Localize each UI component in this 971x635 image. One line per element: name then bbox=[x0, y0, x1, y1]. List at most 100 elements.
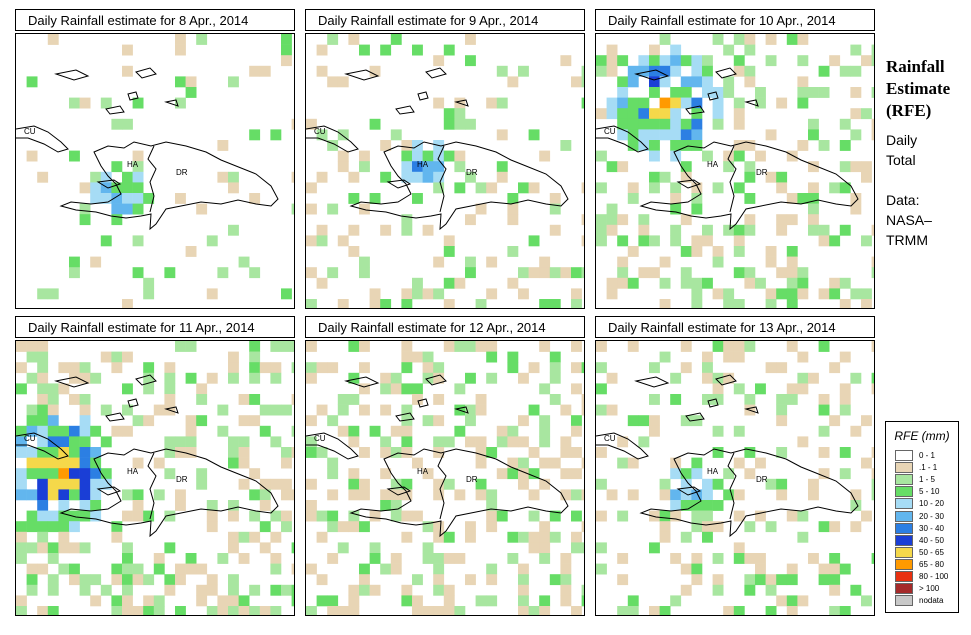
rain-cell bbox=[818, 341, 830, 352]
rain-cell bbox=[433, 553, 445, 564]
rain-cell bbox=[627, 182, 639, 194]
rain-cell bbox=[291, 171, 294, 183]
rain-cell bbox=[786, 246, 798, 257]
rain-cell bbox=[617, 457, 629, 469]
rain-cell bbox=[560, 404, 572, 416]
rain-cell bbox=[465, 118, 476, 130]
rain-cell bbox=[316, 224, 328, 236]
rain-cell bbox=[776, 214, 788, 226]
rain-cell bbox=[100, 468, 112, 480]
coastline bbox=[59, 448, 279, 538]
rain-cell bbox=[401, 214, 413, 226]
panel-title: Daily Rainfall estimate for 12 Apr., 201… bbox=[305, 316, 585, 338]
rain-cell bbox=[348, 171, 360, 183]
rain-cell bbox=[744, 76, 756, 88]
rain-cell bbox=[560, 140, 572, 151]
rain-cell bbox=[659, 97, 671, 109]
rain-cell bbox=[79, 574, 91, 586]
rain-cell bbox=[670, 108, 682, 120]
rain-cell bbox=[26, 542, 38, 554]
rain-cell bbox=[765, 606, 777, 615]
rain-cell bbox=[26, 521, 38, 533]
rain-cell bbox=[839, 563, 851, 575]
rain-cell bbox=[712, 118, 724, 130]
rainfall-map: CU HA DR bbox=[305, 33, 585, 309]
rain-cell bbox=[680, 500, 692, 511]
rain-cell bbox=[281, 489, 292, 501]
rain-cell bbox=[16, 447, 27, 458]
rain-cell bbox=[164, 574, 176, 586]
rain-cell bbox=[58, 468, 70, 480]
rain-cell bbox=[37, 415, 49, 427]
rain-cell bbox=[691, 193, 703, 204]
rain-cell bbox=[755, 574, 766, 586]
rain-cell bbox=[839, 383, 851, 395]
rain-cell bbox=[359, 563, 370, 575]
rain-cell bbox=[228, 595, 239, 607]
rain-cell bbox=[433, 531, 445, 543]
rain-cell bbox=[337, 235, 349, 247]
rain-cell bbox=[47, 457, 59, 469]
rain-cell bbox=[659, 606, 671, 615]
rain-cell bbox=[596, 478, 607, 490]
rain-cell bbox=[850, 203, 862, 215]
rain-cell bbox=[670, 553, 682, 564]
rain-cell bbox=[228, 510, 239, 522]
rain-cell bbox=[691, 489, 703, 501]
rain-cell bbox=[786, 267, 798, 279]
rain-cell bbox=[808, 118, 819, 130]
coastline bbox=[344, 376, 380, 388]
rain-cell bbox=[596, 65, 607, 77]
rain-cell bbox=[69, 521, 80, 533]
rain-cell bbox=[26, 372, 38, 384]
rain-cell bbox=[26, 404, 38, 416]
rain-cell bbox=[475, 341, 487, 352]
rain-cell bbox=[291, 394, 294, 405]
rain-cell bbox=[412, 288, 423, 300]
rain-cell bbox=[507, 214, 519, 226]
rain-cell bbox=[217, 171, 229, 183]
rain-cell bbox=[175, 606, 186, 615]
rain-cell bbox=[786, 288, 798, 300]
rain-cell bbox=[581, 97, 584, 109]
rain-cell bbox=[47, 574, 59, 586]
rain-cell bbox=[47, 436, 59, 448]
rain-cell bbox=[808, 489, 819, 501]
rain-cell bbox=[16, 606, 27, 615]
rain-cell bbox=[797, 288, 809, 300]
rain-cell bbox=[281, 510, 292, 522]
rain-cell bbox=[217, 595, 229, 607]
rain-cell bbox=[839, 299, 851, 308]
rain-cell bbox=[164, 383, 176, 395]
rain-cell bbox=[69, 372, 80, 384]
rain-cell bbox=[670, 468, 682, 480]
rain-cell bbox=[829, 277, 841, 289]
rain-cell bbox=[659, 489, 671, 501]
rain-cell bbox=[670, 203, 682, 215]
rain-cell bbox=[37, 489, 49, 501]
rain-cell bbox=[337, 404, 349, 416]
rain-cell bbox=[691, 457, 703, 469]
coastline bbox=[685, 105, 705, 115]
rain-cell bbox=[69, 436, 80, 448]
rain-cell bbox=[454, 606, 466, 615]
rain-cell bbox=[486, 500, 498, 511]
rain-cell bbox=[818, 394, 830, 405]
rain-cell bbox=[369, 542, 381, 554]
rain-cell bbox=[528, 404, 540, 416]
country-label-ha: HA bbox=[127, 467, 139, 476]
coastline bbox=[344, 69, 380, 81]
rain-cell bbox=[649, 171, 660, 183]
rain-cell bbox=[702, 150, 713, 162]
rain-cell bbox=[691, 55, 703, 67]
rain-cell bbox=[122, 574, 133, 586]
rain-cell bbox=[132, 457, 144, 469]
rain-cell bbox=[596, 542, 607, 554]
period-text: Daily Total bbox=[886, 130, 917, 170]
legend-label: 0 - 1 bbox=[919, 451, 936, 460]
rain-cell bbox=[808, 478, 819, 490]
rain-cell bbox=[327, 457, 339, 469]
rain-cell bbox=[122, 489, 133, 501]
rain-cell bbox=[786, 510, 798, 522]
rain-cell bbox=[454, 161, 466, 173]
